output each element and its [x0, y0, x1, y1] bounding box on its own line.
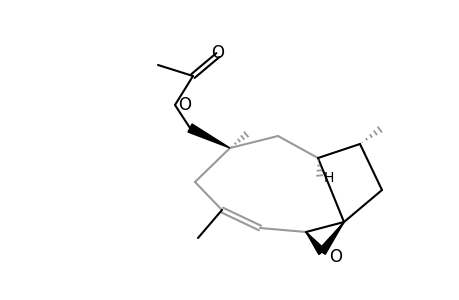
Polygon shape [188, 124, 230, 148]
Polygon shape [318, 222, 343, 254]
Text: O: O [329, 248, 342, 266]
Polygon shape [305, 232, 325, 254]
Text: O: O [211, 44, 224, 62]
Text: O: O [178, 96, 191, 114]
Text: H: H [323, 171, 333, 185]
